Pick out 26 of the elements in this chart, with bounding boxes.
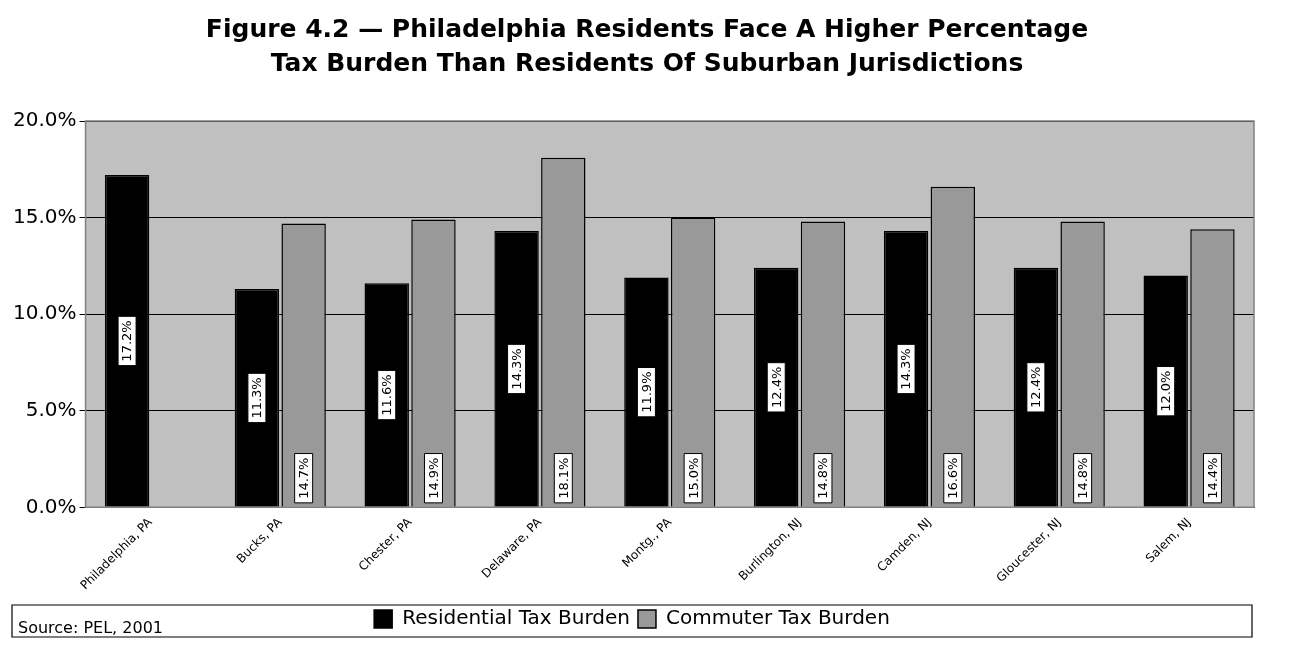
data-label: 12.4% [1028, 366, 1044, 408]
data-label: 14.3% [508, 348, 524, 390]
data-label: 12.4% [768, 366, 784, 408]
y-tick-label: 0.0% [25, 493, 77, 518]
data-label: 18.1% [555, 457, 571, 499]
data-label: 14.8% [815, 457, 831, 499]
chart-title: Figure 4.2 — Philadelphia Residents Face A Higher Percentage Tax Burden Than Residents Of Suburban Jurisdictions [204, 13, 1090, 79]
data-label: 11.9% [638, 371, 654, 413]
data-label: 17.2% [119, 320, 135, 362]
data-label: 14.7% [296, 457, 312, 499]
data-label: 12.0% [1158, 370, 1174, 412]
data-label: 14.4% [1204, 457, 1220, 499]
legend-label: Residential Tax Burden [402, 605, 630, 630]
legend-label: Commuter Tax Burden [665, 605, 890, 630]
data-label: 14.8% [1075, 457, 1090, 499]
data-label: 14.9% [425, 457, 441, 499]
y-tick-label: 10.0% [12, 300, 77, 325]
y-tick-label: 15.0% [12, 203, 77, 228]
data-label: 11.6% [379, 374, 395, 416]
y-tick-label: 20.0% [12, 107, 77, 132]
data-label: 16.6% [945, 457, 961, 499]
data-label: 15.0% [685, 457, 701, 499]
data-label: 14.3% [898, 348, 914, 390]
source-note: Source: PEL, 2001 [18, 618, 163, 637]
data-label: 11.3% [249, 377, 265, 419]
y-tick-label: 5.0% [25, 396, 77, 421]
